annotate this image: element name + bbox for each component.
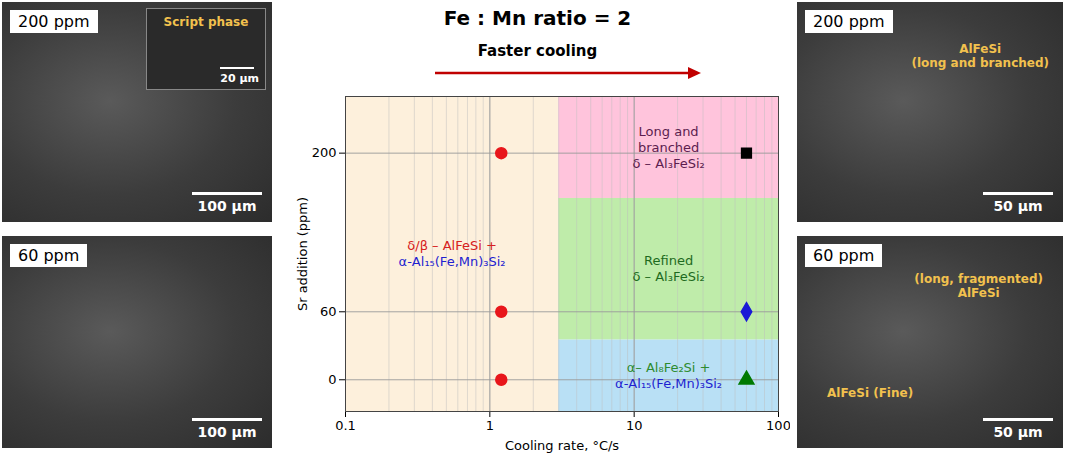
html-text:100 µm: 100 µm	[197, 198, 257, 214]
html-text:(long, fragmented): (long, fragmented)	[914, 272, 1043, 286]
html-text:50 µm: 50 µm	[993, 424, 1043, 440]
html-text:Faster cooling: Faster cooling	[477, 42, 598, 60]
html-text:AlFeSi (Fine): AlFeSi (Fine)	[827, 386, 914, 400]
svg-text:branched: branched	[638, 140, 699, 155]
svg-text:δ – Al₃FeSi₂: δ – Al₃FeSi₂	[632, 156, 704, 171]
svg-text:α-Al₁₅(Fe,Mn)₃Si₂: α-Al₁₅(Fe,Mn)₃Si₂	[399, 254, 506, 269]
svg-text:Sr addition (ppm): Sr addition (ppm)	[295, 197, 310, 311]
svg-text:δ/β – AlFeSi +: δ/β – AlFeSi +	[407, 238, 497, 253]
svg-text:0.1: 0.1	[335, 418, 356, 433]
svg-text:200: 200	[312, 145, 337, 160]
html-text:Script phase: Script phase	[163, 15, 249, 29]
html-text:Fe : Mn ratio = 2: Fe : Mn ratio = 2	[443, 6, 632, 30]
html-text:20 µm: 20 µm	[220, 72, 259, 85]
svg-text:δ – Al₃FeSi₂: δ – Al₃FeSi₂	[632, 269, 704, 284]
svg-text:100: 100	[766, 418, 790, 433]
svg-text:Refined: Refined	[644, 253, 693, 268]
html-text:60 ppm: 60 ppm	[18, 246, 80, 265]
svg-text:α-Al₁₅(Fe,Mn)₃Si₂: α-Al₁₅(Fe,Mn)₃Si₂	[615, 376, 722, 391]
html-text:100 µm: 100 µm	[197, 424, 257, 440]
svg-text:10: 10	[626, 418, 643, 433]
html-text:50 µm: 50 µm	[993, 198, 1043, 214]
svg-text:Cooling rate, °C/s: Cooling rate, °C/s	[505, 438, 619, 453]
html-text:(long and branched): (long and branched)	[911, 56, 1049, 70]
svg-text:0: 0	[328, 372, 336, 387]
svg-text:α– Al₈Fe₂Si +: α– Al₈Fe₂Si +	[627, 360, 711, 375]
svg-text:Long and: Long and	[639, 124, 699, 139]
html-text:AlFeSi: AlFeSi	[957, 286, 1000, 300]
html-text:AlFeSi: AlFeSi	[959, 42, 1002, 56]
html-text:200 ppm: 200 ppm	[813, 12, 885, 31]
svg-text:60: 60	[320, 304, 337, 319]
html-text:60 ppm: 60 ppm	[813, 246, 875, 265]
html-text:200 ppm: 200 ppm	[18, 12, 90, 31]
svg-text:1: 1	[486, 418, 494, 433]
